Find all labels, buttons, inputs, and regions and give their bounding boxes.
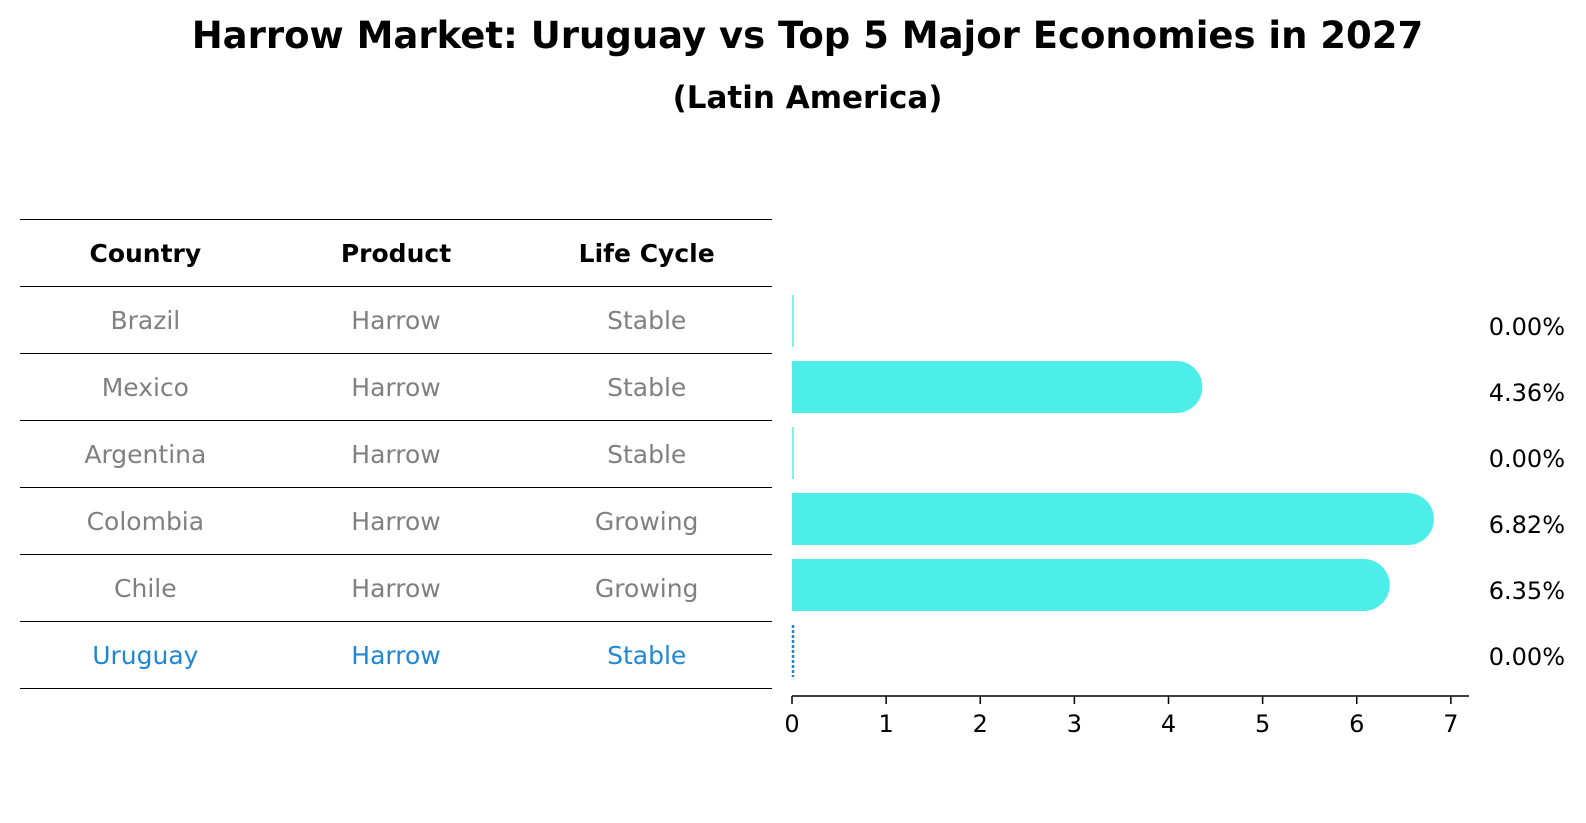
country-table: Country Product Life Cycle Brazil Harrow… [20, 219, 772, 689]
bar-chile [792, 559, 1390, 611]
x-tick-label: 4 [1161, 710, 1176, 738]
header-life-cycle: Life Cycle [578, 238, 715, 268]
product-cell: Harrow [351, 506, 441, 536]
table-header-row: Country Product Life Cycle [20, 219, 772, 287]
x-tick-label: 6 [1349, 710, 1364, 738]
country-cell: Uruguay [92, 640, 199, 670]
product-cell: Harrow [351, 372, 441, 402]
table-row: Chile Harrow Growing [20, 555, 772, 622]
header-country: Country [89, 238, 202, 268]
value-label-uruguay: 0.00% [1489, 643, 1565, 671]
life-cycle-cell: Growing [594, 506, 699, 536]
value-label-colombia: 6.82% [1489, 511, 1565, 539]
x-tick-label: 3 [1067, 710, 1082, 738]
header-product: Product [340, 238, 452, 268]
table-row: Brazil Harrow Stable [20, 287, 772, 354]
table-row: Argentina Harrow Stable [20, 421, 772, 488]
value-label-chile: 6.35% [1489, 577, 1565, 605]
x-tick-label: 0 [784, 710, 799, 738]
chart-subtitle: (Latin America) [672, 80, 943, 116]
life-cycle-cell: Stable [607, 305, 687, 335]
x-tick-label: 5 [1255, 710, 1270, 738]
table-row-highlighted: Uruguay Harrow Stable [20, 622, 772, 689]
value-label-mexico: 4.36% [1489, 379, 1565, 407]
product-cell: Harrow [351, 305, 441, 335]
x-tick-label: 2 [973, 710, 988, 738]
x-tick-label: 7 [1443, 710, 1458, 738]
product-cell: Harrow [351, 573, 441, 603]
chart-title: Harrow Market: Uruguay vs Top 5 Major Ec… [191, 14, 1424, 57]
life-cycle-cell: Stable [607, 640, 687, 670]
bar-mexico [792, 361, 1203, 413]
value-label-brazil: 0.00% [1489, 313, 1565, 341]
product-cell: Harrow [351, 640, 441, 670]
country-cell: Argentina [84, 439, 207, 469]
product-cell: Harrow [351, 439, 441, 469]
life-cycle-cell: Stable [607, 372, 687, 402]
life-cycle-cell: Growing [594, 573, 699, 603]
value-label-argentina: 0.00% [1489, 445, 1565, 473]
table-row: Colombia Harrow Growing [20, 488, 772, 555]
x-tick-label: 1 [878, 710, 893, 738]
country-cell: Chile [114, 573, 177, 603]
country-cell: Mexico [101, 372, 189, 402]
table-row: Mexico Harrow Stable [20, 354, 772, 421]
bar-colombia [792, 493, 1434, 545]
life-cycle-cell: Stable [607, 439, 687, 469]
country-cell: Brazil [110, 305, 181, 335]
country-cell: Colombia [86, 506, 205, 536]
